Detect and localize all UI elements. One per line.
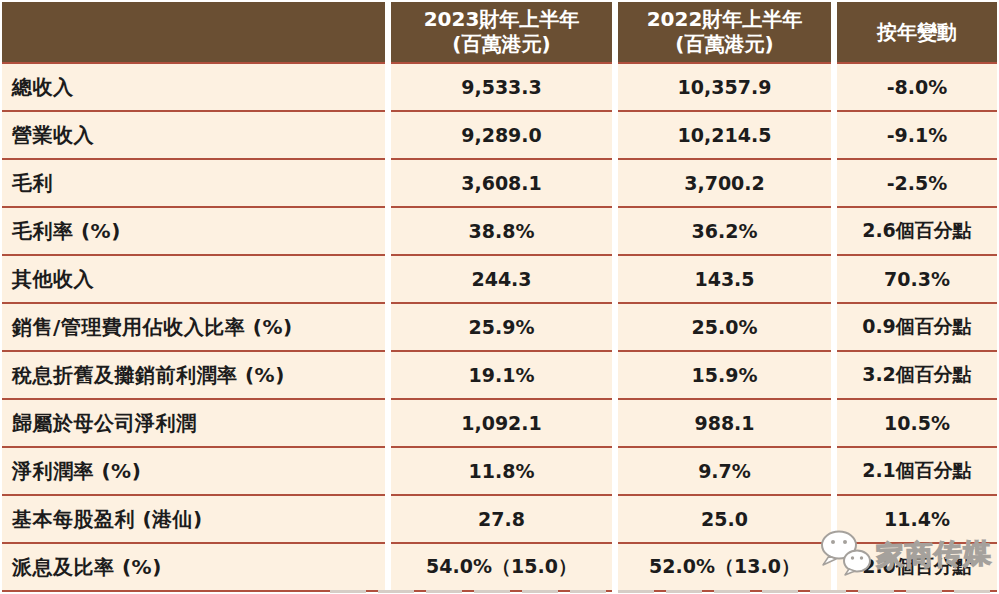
cell-change: -2.5% xyxy=(837,160,997,208)
cell-fy2022: 36.2% xyxy=(618,208,831,256)
row-label: 淨利潤率 (%) xyxy=(2,448,385,496)
cell-fy2022: 9.7% xyxy=(618,448,831,496)
cell-fy2022: 143.5 xyxy=(618,256,831,304)
row-label: 歸屬於母公司淨利潤 xyxy=(2,400,385,448)
cell-fy2023: 1,092.1 xyxy=(391,400,612,448)
cell-fy2022: 25.0% xyxy=(618,304,831,352)
cell-change: 3.2個百分點 xyxy=(837,352,997,400)
row-label: 派息及比率 (%) xyxy=(2,544,385,592)
cell-fy2023: 3,608.1 xyxy=(391,160,612,208)
cell-fy2023: 38.8% xyxy=(391,208,612,256)
cell-fy2023: 244.3 xyxy=(391,256,612,304)
row-label: 毛利率 (%) xyxy=(2,208,385,256)
header-corner-cell xyxy=(2,2,385,64)
row-label: 基本每股盈利 (港仙) xyxy=(2,496,385,544)
row-label: 總收入 xyxy=(2,64,385,112)
header-fy2022-line2: (百萬港元) xyxy=(675,32,773,57)
row-label: 稅息折舊及攤銷前利潤率 (%) xyxy=(2,352,385,400)
cell-fy2023: 9,533.3 xyxy=(391,64,612,112)
cell-fy2023: 25.9% xyxy=(391,304,612,352)
cell-change: 2.0個百分點 xyxy=(837,544,997,592)
cell-change: -9.1% xyxy=(837,112,997,160)
cell-change: -8.0% xyxy=(837,64,997,112)
cell-fy2022: 25.0 xyxy=(618,496,831,544)
header-yoy-change: 按年變動 xyxy=(837,2,997,64)
cell-fy2023: 19.1% xyxy=(391,352,612,400)
cell-fy2022: 3,700.2 xyxy=(618,160,831,208)
row-label: 毛利 xyxy=(2,160,385,208)
row-label: 營業收入 xyxy=(2,112,385,160)
row-label: 銷售/管理費用佔收入比率 (%) xyxy=(2,304,385,352)
cell-fy2023: 11.8% xyxy=(391,448,612,496)
cell-change: 0.9個百分點 xyxy=(837,304,997,352)
cell-change: 2.1個百分點 xyxy=(837,448,997,496)
bottom-dashed-line xyxy=(330,590,997,593)
cell-fy2022: 10,214.5 xyxy=(618,112,831,160)
header-fy2022: 2022財年上半年 (百萬港元) xyxy=(618,2,831,64)
cell-fy2023: 54.0%（15.0） xyxy=(391,544,612,592)
header-yoy-line1: 按年變動 xyxy=(877,20,957,45)
financial-results-table: 2023財年上半年 (百萬港元) 2022財年上半年 (百萬港元) 按年變動 總… xyxy=(2,2,997,592)
cell-fy2023: 27.8 xyxy=(391,496,612,544)
row-label: 其他收入 xyxy=(2,256,385,304)
cell-fy2022: 15.9% xyxy=(618,352,831,400)
header-fy2023: 2023財年上半年 (百萬港元) xyxy=(391,2,612,64)
cell-change: 70.3% xyxy=(837,256,997,304)
cell-change: 11.4% xyxy=(837,496,997,544)
header-fy2023-line1: 2023財年上半年 xyxy=(424,7,580,32)
header-fy2023-line2: (百萬港元) xyxy=(452,32,550,57)
cell-change: 10.5% xyxy=(837,400,997,448)
cell-fy2022: 52.0%（13.0） xyxy=(618,544,831,592)
header-fy2022-line1: 2022財年上半年 xyxy=(647,7,803,32)
cell-fy2022: 10,357.9 xyxy=(618,64,831,112)
cell-fy2023: 9,289.0 xyxy=(391,112,612,160)
cell-fy2022: 988.1 xyxy=(618,400,831,448)
cell-change: 2.6個百分點 xyxy=(837,208,997,256)
